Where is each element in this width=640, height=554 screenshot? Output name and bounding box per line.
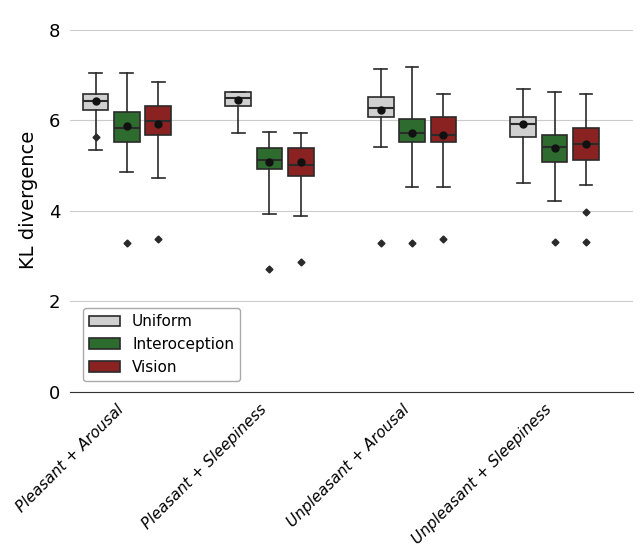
PathPatch shape	[257, 148, 282, 169]
PathPatch shape	[145, 106, 171, 135]
PathPatch shape	[573, 129, 599, 160]
PathPatch shape	[542, 135, 568, 162]
PathPatch shape	[114, 112, 140, 142]
PathPatch shape	[83, 94, 108, 110]
PathPatch shape	[399, 119, 425, 142]
Legend: Uniform, Interoception, Vision: Uniform, Interoception, Vision	[83, 308, 240, 381]
PathPatch shape	[225, 92, 251, 106]
PathPatch shape	[368, 96, 394, 116]
Y-axis label: KL divergence: KL divergence	[19, 130, 38, 269]
PathPatch shape	[431, 116, 456, 142]
PathPatch shape	[288, 148, 314, 176]
PathPatch shape	[511, 116, 536, 137]
